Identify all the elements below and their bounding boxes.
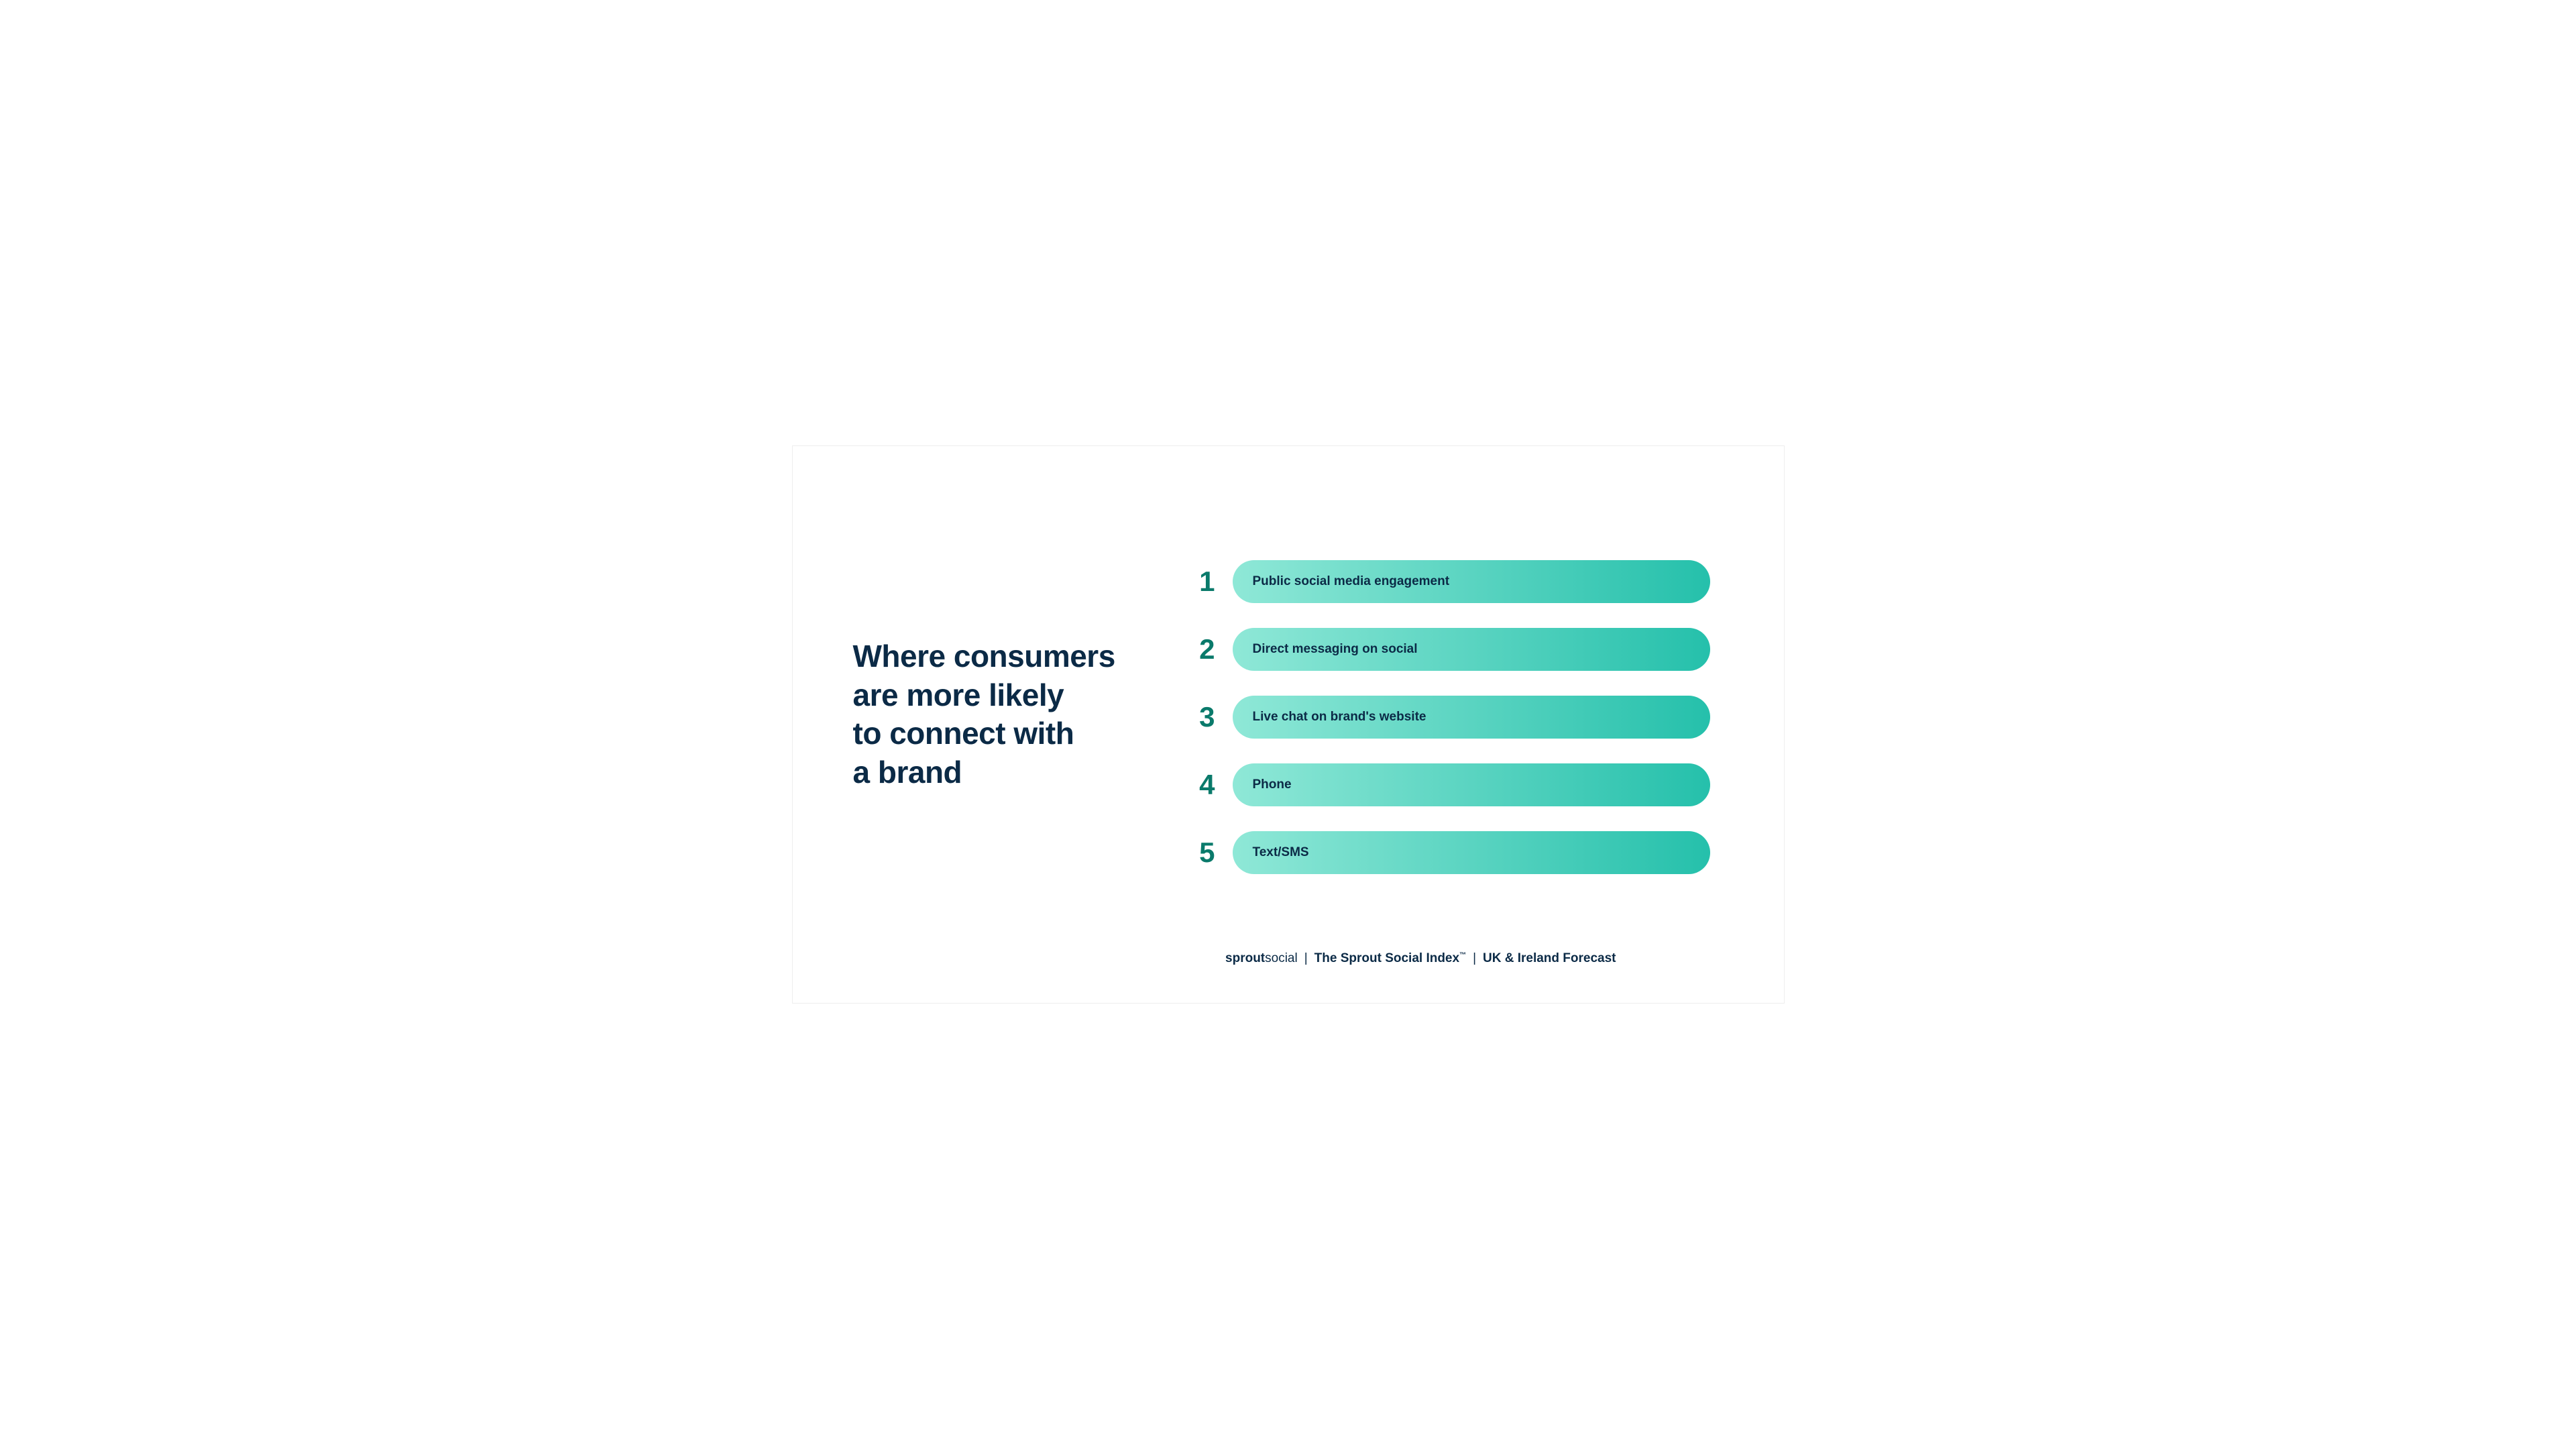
list-item: 5 Text/SMS — [1188, 831, 1710, 874]
title-line-4: a brand — [853, 755, 962, 790]
index-name: The Sprout Social Index™ — [1314, 951, 1466, 966]
rank-number: 5 — [1188, 839, 1215, 867]
pill-label: Text/SMS — [1253, 845, 1309, 860]
index-text: The Sprout Social Index — [1314, 951, 1459, 965]
pill: Phone — [1233, 763, 1710, 806]
trademark: ™ — [1459, 952, 1466, 959]
title-line-2: are more likely — [853, 678, 1064, 712]
list-item: 4 Phone — [1188, 763, 1710, 806]
pill: Direct messaging on social — [1233, 628, 1710, 671]
title-line-1: Where consumers — [853, 639, 1115, 674]
separator: | — [1473, 951, 1476, 966]
rank-number: 3 — [1188, 703, 1215, 731]
title-line-3: to connect with — [853, 716, 1074, 751]
pill-label: Public social media engagement — [1253, 574, 1450, 589]
list-item: 1 Public social media engagement — [1188, 560, 1710, 603]
separator: | — [1304, 951, 1308, 966]
region-label: UK & Ireland Forecast — [1483, 951, 1616, 966]
brand-bold: sprout — [1225, 951, 1265, 965]
title-block: Where consumers are more likely to conne… — [853, 560, 1148, 792]
ranked-list: 1 Public social media engagement 2 Direc… — [1188, 560, 1710, 874]
pill-label: Phone — [1253, 777, 1292, 792]
footer-attribution: sproutsocial | The Sprout Social Index™ … — [1225, 951, 1616, 966]
infographic-canvas: Where consumers are more likely to conne… — [792, 445, 1785, 1004]
rank-number: 2 — [1188, 635, 1215, 663]
brand-logo-text: sproutsocial — [1225, 951, 1298, 966]
pill: Live chat on brand's website — [1233, 696, 1710, 739]
main-title: Where consumers are more likely to conne… — [853, 637, 1148, 792]
list-item: 2 Direct messaging on social — [1188, 628, 1710, 671]
rank-number: 4 — [1188, 771, 1215, 799]
content-row: Where consumers are more likely to conne… — [853, 560, 1710, 874]
list-item: 3 Live chat on brand's website — [1188, 696, 1710, 739]
pill-label: Live chat on brand's website — [1253, 710, 1426, 724]
brand-light: social — [1265, 951, 1298, 965]
rank-number: 1 — [1188, 568, 1215, 596]
pill: Public social media engagement — [1233, 560, 1710, 603]
pill-label: Direct messaging on social — [1253, 642, 1418, 657]
pill: Text/SMS — [1233, 831, 1710, 874]
